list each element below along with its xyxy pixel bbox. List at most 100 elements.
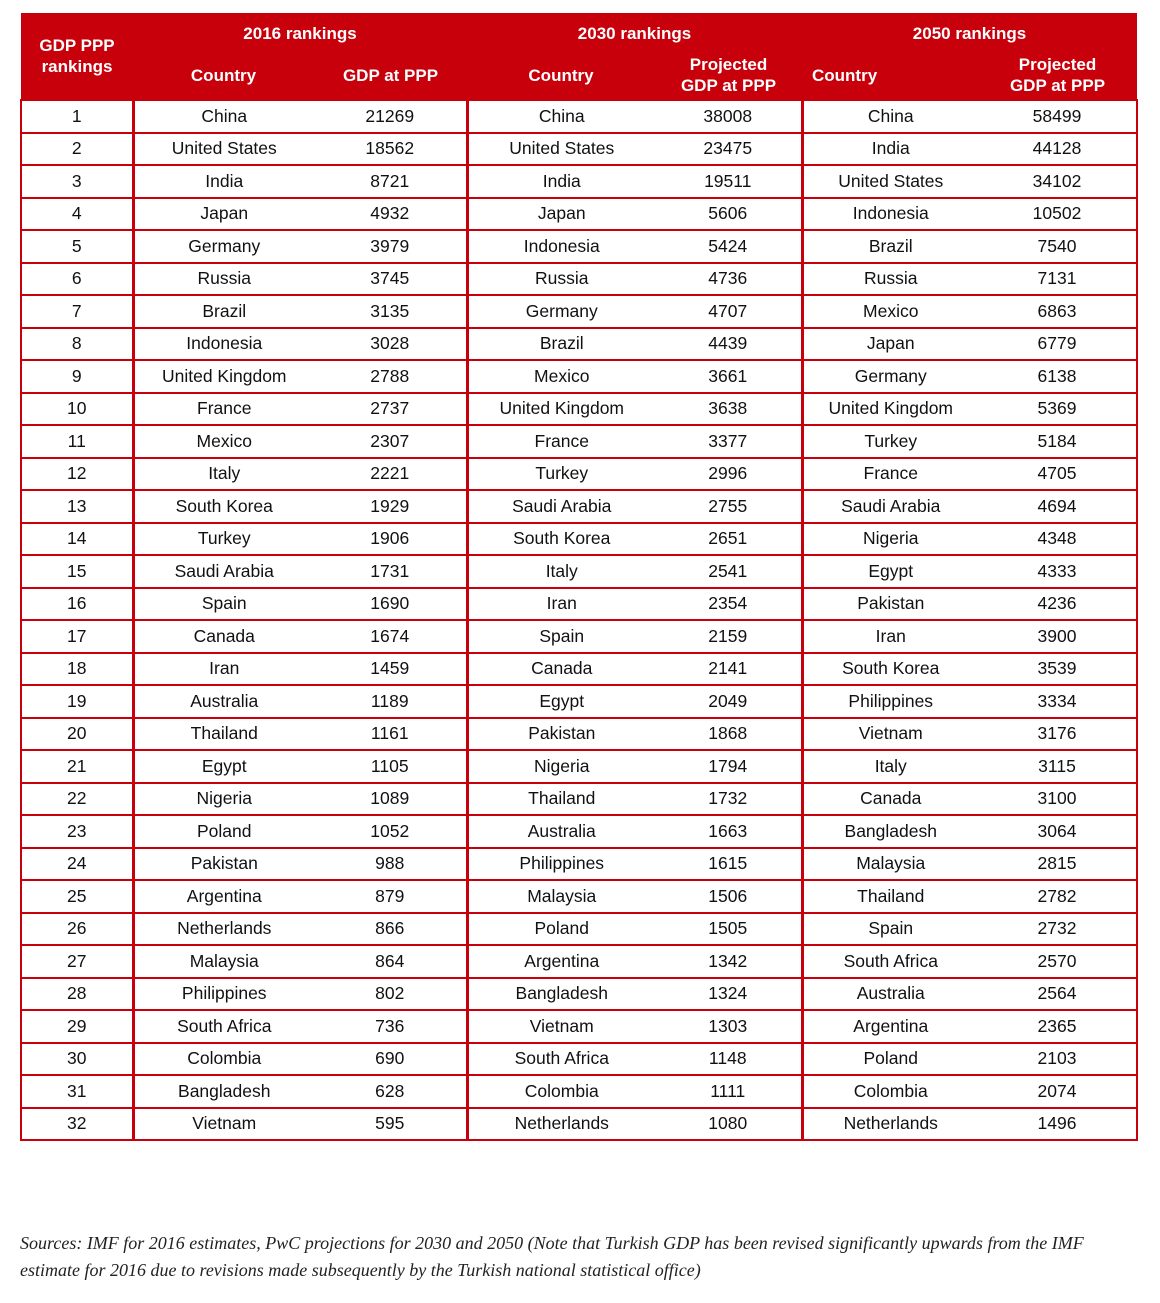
gdp-2030-cell: 1506	[655, 879, 804, 914]
country-2030-cell: France	[466, 424, 655, 459]
gdp-2050-cell: 4348	[978, 521, 1138, 556]
gdp-2050-cell: 3100	[978, 781, 1138, 816]
country-2016-cell: Colombia	[132, 1041, 314, 1076]
country-2030-cell: Brazil	[466, 326, 655, 361]
header-2016-gdp: GDP at PPP	[314, 51, 467, 100]
country-2050-cell: South Korea	[801, 651, 978, 686]
table-row: 31 Bangladesh 628 Colombia 1111 Colombia 2074	[20, 1074, 1138, 1109]
gdp-2030-cell: 1342	[655, 944, 804, 979]
gdp-2030-cell: 4707	[655, 294, 804, 329]
country-2050-cell: Philippines	[801, 684, 978, 719]
country-2030-cell: Germany	[466, 294, 655, 329]
rank-cell: 28	[20, 976, 135, 1011]
sources-note: Sources: IMF for 2016 estimates, PwC pro…	[20, 1233, 1084, 1280]
country-2050-cell: Iran	[801, 619, 978, 654]
gdp-2050-cell: 1496	[978, 1106, 1138, 1141]
country-2016-cell: Iran	[132, 651, 314, 686]
group-header-2050: 2050 rankings	[802, 13, 1137, 51]
country-2016-cell: Turkey	[132, 521, 314, 556]
gdp-2016-cell: 1089	[314, 781, 469, 816]
gdp-2030-cell: 3377	[655, 424, 804, 459]
header-2050-gdp: Projected GDP at PPP	[978, 51, 1137, 100]
country-2016-cell: Vietnam	[132, 1106, 314, 1141]
gdp-2050-cell: 6138	[978, 359, 1138, 394]
country-2050-cell: India	[801, 131, 978, 166]
country-2030-cell: Australia	[466, 814, 655, 849]
rank-cell: 7	[20, 294, 135, 329]
gdp-2016-cell: 1052	[314, 814, 469, 849]
country-2030-cell: Malaysia	[466, 879, 655, 914]
country-2016-cell: Canada	[132, 619, 314, 654]
country-2050-cell: Russia	[801, 261, 978, 296]
country-2030-cell: Colombia	[466, 1074, 655, 1109]
gdp-2050-cell: 10502	[978, 196, 1138, 231]
gdp-2016-cell: 1189	[314, 684, 469, 719]
gdp-2050-cell: 2732	[978, 911, 1138, 946]
country-2016-cell: Philippines	[132, 976, 314, 1011]
gdp-2016-cell: 2788	[314, 359, 469, 394]
country-2016-cell: South Korea	[132, 489, 314, 524]
gdp-2030-cell: 4439	[655, 326, 804, 361]
gdp-2030-cell: 3661	[655, 359, 804, 394]
rank-cell: 25	[20, 879, 135, 914]
country-2016-cell: Thailand	[132, 716, 314, 751]
rank-cell: 22	[20, 781, 135, 816]
gdp-2050-cell: 7131	[978, 261, 1138, 296]
gdp-2016-cell: 736	[314, 1009, 469, 1044]
gdp-2016-cell: 3745	[314, 261, 469, 296]
rank-cell: 8	[20, 326, 135, 361]
rank-column-header: GDP PPP rankings	[21, 13, 133, 100]
gdp-2016-cell: 8721	[314, 164, 469, 199]
rank-cell: 17	[20, 619, 135, 654]
country-2050-cell: Bangladesh	[801, 814, 978, 849]
country-2050-cell: Canada	[801, 781, 978, 816]
country-2050-cell: Thailand	[801, 879, 978, 914]
country-2016-cell: India	[132, 164, 314, 199]
country-2050-cell: Turkey	[801, 424, 978, 459]
table-row: 28 Philippines 802 Bangladesh 1324 Australia 2…	[20, 976, 1138, 1011]
country-2050-cell: Brazil	[801, 229, 978, 264]
country-2050-cell: Egypt	[801, 554, 978, 589]
table-row: 20 Thailand 1161 Pakistan 1868 Vietnam 3176	[20, 716, 1138, 751]
gdp-2016-cell: 2307	[314, 424, 469, 459]
gdp-2030-cell: 5424	[655, 229, 804, 264]
gdp-2050-cell: 5369	[978, 391, 1138, 426]
country-2016-cell: Nigeria	[132, 781, 314, 816]
table-row: 29 South Africa 736 Vietnam 1303 Argentina 236…	[20, 1009, 1138, 1044]
rank-cell: 2	[20, 131, 135, 166]
rank-cell: 11	[20, 424, 135, 459]
country-2016-cell: Indonesia	[132, 326, 314, 361]
gdp-2050-cell: 34102	[978, 164, 1138, 199]
country-2050-cell: Australia	[801, 976, 978, 1011]
country-2016-cell: Pakistan	[132, 846, 314, 881]
country-2030-cell: Poland	[466, 911, 655, 946]
table-row: 24 Pakistan 988 Philippines 1615 Malaysia 2815	[20, 846, 1138, 881]
country-2030-cell: Argentina	[466, 944, 655, 979]
country-2030-cell: Indonesia	[466, 229, 655, 264]
country-2016-cell: Japan	[132, 196, 314, 231]
gdp-2016-cell: 988	[314, 846, 469, 881]
country-2030-cell: Russia	[466, 261, 655, 296]
gdp-2050-cell: 58499	[978, 99, 1138, 134]
country-2030-cell: Egypt	[466, 684, 655, 719]
gdp-2016-cell: 1459	[314, 651, 469, 686]
table-row: 15 Saudi Arabia 1731 Italy 2541 Egypt 4333	[20, 554, 1138, 589]
gdp-2050-cell: 3539	[978, 651, 1138, 686]
gdp-2030-cell: 3638	[655, 391, 804, 426]
table-row: 3 India 8721 India 19511 United States 34102	[20, 164, 1138, 199]
gdp-rankings-table: GDP PPP rankings 2016 rankings 2030 rank…	[20, 13, 1138, 1141]
gdp-2016-cell: 595	[314, 1106, 469, 1141]
table-row: 26 Netherlands 866 Poland 1505 Spain 2732	[20, 911, 1138, 946]
rank-cell: 6	[20, 261, 135, 296]
gdp-2050-cell: 2074	[978, 1074, 1138, 1109]
country-2030-cell: Nigeria	[466, 749, 655, 784]
table-row: 16 Spain 1690 Iran 2354 Pakistan 4236	[20, 586, 1138, 621]
gdp-2050-cell: 3064	[978, 814, 1138, 849]
rank-cell: 15	[20, 554, 135, 589]
gdp-2030-cell: 1663	[655, 814, 804, 849]
table-row: 21 Egypt 1105 Nigeria 1794 Italy 3115	[20, 749, 1138, 784]
country-2030-cell: Canada	[466, 651, 655, 686]
country-2050-cell: Germany	[801, 359, 978, 394]
country-2030-cell: United Kingdom	[466, 391, 655, 426]
country-2016-cell: Germany	[132, 229, 314, 264]
